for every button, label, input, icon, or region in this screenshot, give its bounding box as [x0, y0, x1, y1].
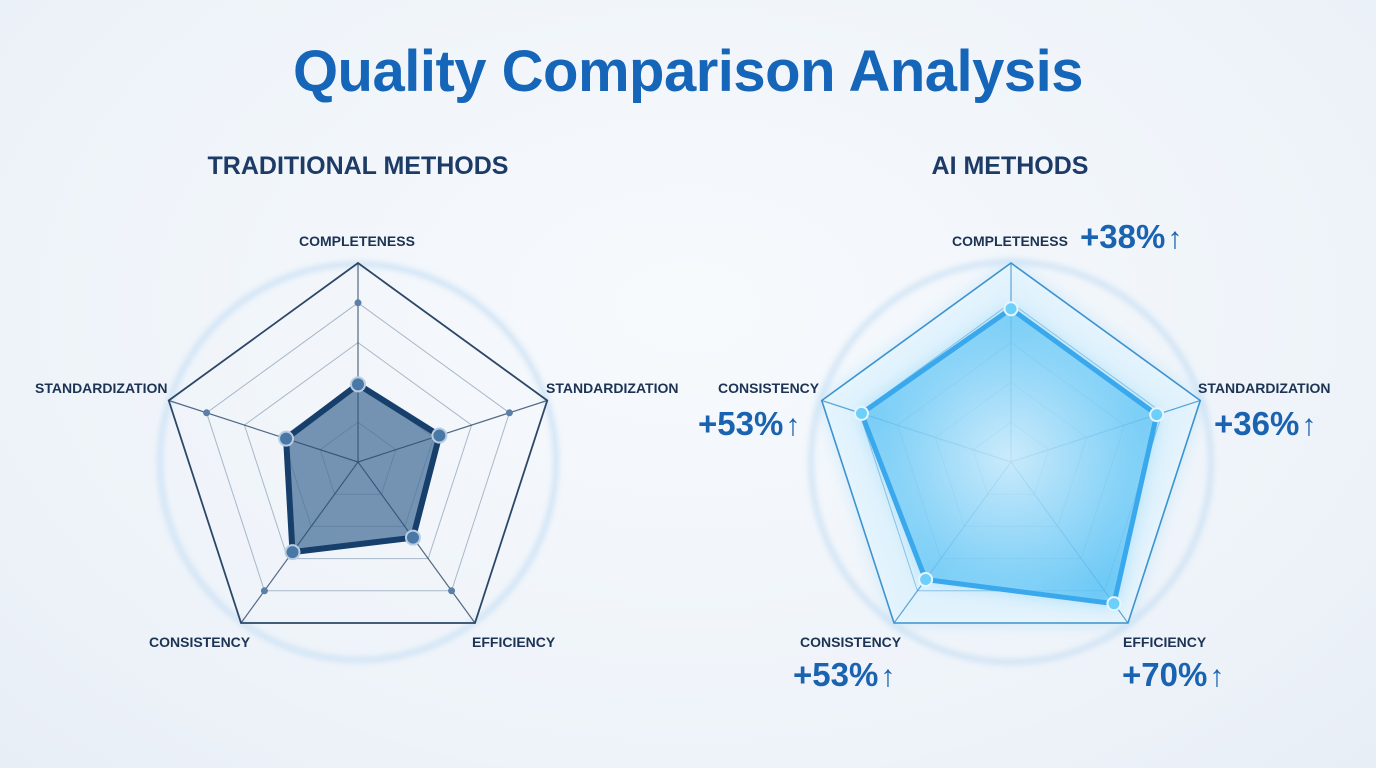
up-arrow-icon: ↑ [785, 409, 801, 442]
halo-ring [808, 259, 1214, 665]
axis-label-standardization: STANDARDIZATION [1198, 380, 1331, 396]
up-arrow-icon: ↑ [1301, 409, 1317, 442]
ai-heading: AI METHODS [931, 152, 1089, 180]
axis-label-consistency: CONSISTENCY [800, 634, 902, 650]
grid-marker [505, 409, 513, 417]
grid-marker [354, 299, 362, 307]
inner-spoke [357, 435, 440, 463]
axis-label-completeness: COMPLETENESS [952, 233, 1068, 249]
data-point [918, 572, 934, 588]
gain-efficiency: +70%↑ [1122, 656, 1225, 693]
grid-ring [243, 341, 473, 560]
axis-label-standardization-left: STANDARDIZATION [35, 380, 168, 396]
grid-marker [448, 587, 456, 595]
axis-label-standardization: STANDARDIZATION [546, 380, 679, 396]
up-arrow-icon: ↑ [880, 660, 896, 693]
up-arrow-icon: ↑ [1167, 222, 1183, 255]
axis-label-completeness: COMPLETENESS [299, 233, 415, 249]
grid-outer [167, 261, 549, 624]
grid-marker [260, 587, 268, 595]
axis-label-consistency-left: CONSISTENCY [718, 380, 820, 396]
grid-marker [203, 409, 211, 417]
grid-outer [820, 262, 1202, 624]
data-point [1149, 407, 1165, 423]
data-point [1003, 301, 1019, 317]
traditional-heading: TRADITIONAL METHODS [207, 152, 509, 180]
data-point [278, 430, 295, 447]
data-point [431, 427, 448, 444]
data-point [853, 405, 869, 421]
axis-label-efficiency: EFFICIENCY [1123, 634, 1207, 650]
inner-spoke [285, 438, 359, 463]
ai-series [853, 301, 1165, 612]
data-point [350, 376, 366, 393]
inner-spoke [292, 461, 359, 553]
axis-label-efficiency: EFFICIENCY [472, 634, 556, 650]
page-title: Quality Comparison Analysis [292, 39, 1084, 104]
grid-ring [206, 302, 510, 592]
data-point [1106, 596, 1122, 612]
axis-label-consistency: CONSISTENCY [149, 634, 251, 650]
ai-outline [858, 306, 1160, 607]
data-point [404, 529, 421, 546]
traditional-series [278, 376, 448, 561]
gain-completeness: +38%↑ [1080, 218, 1183, 255]
ai-area [861, 308, 1157, 604]
gain-consistency: +53%↑ [793, 656, 896, 693]
inner-spoke [357, 461, 414, 538]
data-point [284, 544, 301, 561]
gain-standardization: +36%↑ [1214, 405, 1317, 442]
gain-consistency-left: +53%↑ [698, 405, 801, 442]
up-arrow-icon: ↑ [1209, 660, 1225, 693]
